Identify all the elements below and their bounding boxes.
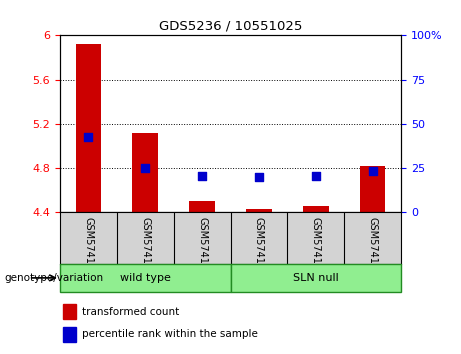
Text: GSM574104: GSM574104 [311,217,321,276]
Point [369,169,376,174]
Bar [63,327,76,342]
Bar [246,209,272,212]
Bar [63,304,76,319]
Text: GSM574100: GSM574100 [83,217,94,276]
Title: GDS5236 / 10551025: GDS5236 / 10551025 [159,20,302,33]
Bar [360,166,385,212]
Text: GSM574105: GSM574105 [367,217,378,276]
Text: transformed count: transformed count [83,307,180,316]
Text: genotype/variation: genotype/variation [5,273,104,283]
FancyBboxPatch shape [60,264,230,292]
Point [198,173,206,179]
FancyBboxPatch shape [230,264,401,292]
Text: GSM574103: GSM574103 [254,217,264,276]
Point [312,173,319,179]
Bar [76,44,101,212]
Text: GSM574101: GSM574101 [140,217,150,276]
Text: wild type: wild type [120,273,171,283]
Bar [303,206,329,212]
Point [255,174,263,180]
Text: SLN null: SLN null [293,273,339,283]
Text: GSM574102: GSM574102 [197,217,207,276]
Text: percentile rank within the sample: percentile rank within the sample [83,330,258,339]
Point [85,135,92,140]
Bar [189,201,215,212]
Bar [132,133,158,212]
Point [142,165,149,171]
